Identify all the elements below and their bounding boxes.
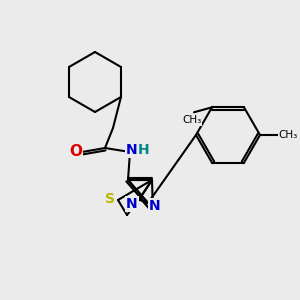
Text: H: H (138, 143, 150, 157)
Text: N: N (126, 197, 138, 211)
Text: CH₃: CH₃ (278, 130, 298, 140)
Text: CH₃: CH₃ (182, 115, 202, 125)
Text: S: S (105, 192, 115, 206)
Text: N: N (126, 143, 138, 157)
Text: O: O (70, 143, 83, 158)
Text: N: N (149, 199, 161, 213)
